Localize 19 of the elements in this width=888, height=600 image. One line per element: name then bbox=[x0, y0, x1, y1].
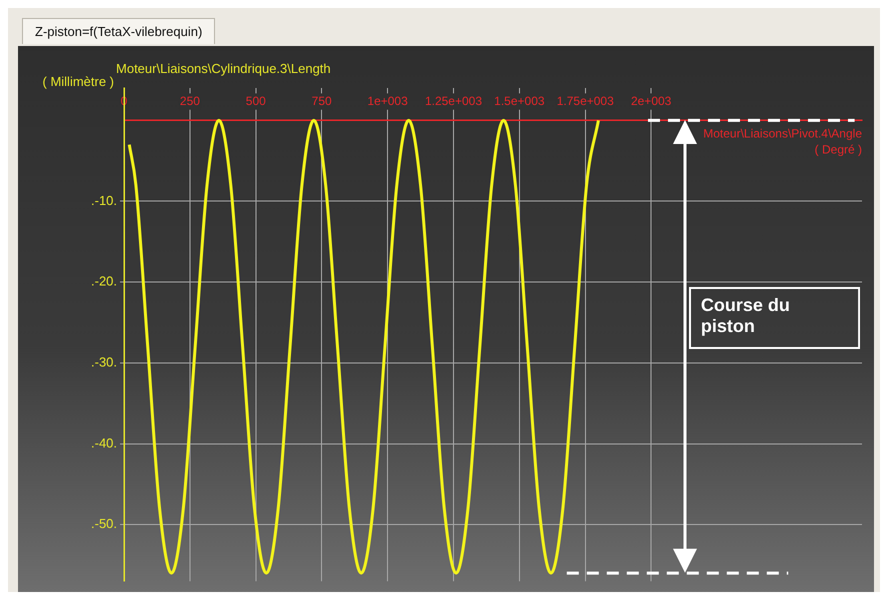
x-axis-title: Moteur\Liaisons\Pivot.4\Angle bbox=[703, 126, 862, 141]
x-tick-label: 1e+003 bbox=[367, 94, 408, 108]
text: ( Millimètre ) bbox=[42, 74, 114, 90]
x-tick-label: 1.5e+003 bbox=[494, 94, 545, 108]
annotation: ( Degré ) bbox=[814, 142, 862, 157]
y-tick-label: .-10. bbox=[90, 192, 118, 208]
x-tick-label: 1.75e+003 bbox=[556, 94, 614, 108]
y-tick-label: .-20. bbox=[90, 274, 118, 289]
chart-title: Z-piston=f(TetaX-vilebrequin) bbox=[22, 18, 216, 44]
x-tick-label: 2e+003 bbox=[630, 94, 672, 108]
line-series bbox=[128, 118, 600, 575]
x-tick-label: 750 bbox=[312, 94, 332, 108]
x-tick-label: 250 bbox=[180, 94, 200, 108]
y-tick-label: .-30. bbox=[90, 354, 118, 370]
x-tick-label: 1.25e+003 bbox=[424, 94, 482, 108]
y-axis-title: Moteur\Liaisons\Cylindrique.3\Length bbox=[116, 61, 331, 76]
y-tick-label: .-40. bbox=[90, 435, 118, 450]
y-tick-label: .-50. bbox=[90, 516, 118, 532]
x-tick-label: 500 bbox=[246, 94, 266, 108]
